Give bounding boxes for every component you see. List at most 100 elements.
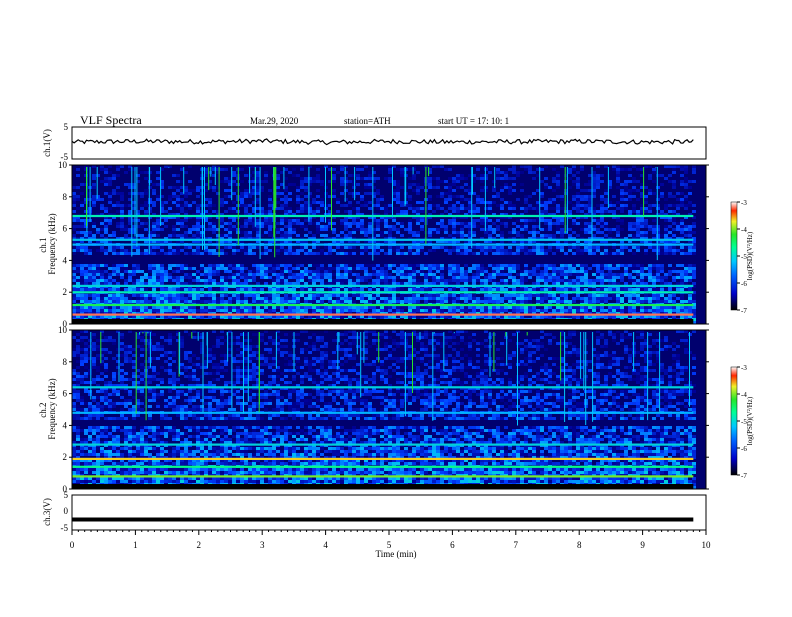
spectrogram-cell (80, 273, 84, 276)
spectrogram-cell (628, 192, 632, 195)
spectrogram-cell (212, 189, 216, 192)
spectrogram-cell (528, 231, 532, 234)
spectrogram-cell (324, 282, 328, 285)
spectrogram-cell (480, 306, 484, 309)
spectrogram-cell (376, 225, 380, 228)
spectrogram-cell (508, 288, 512, 291)
spectrogram-cell (516, 273, 520, 276)
spectrogram-cell (496, 246, 500, 249)
spectrogram-cell (416, 219, 420, 222)
spectrogram-cell (672, 171, 676, 174)
spectrogram-cell (480, 201, 484, 204)
spectrogram-cell (644, 276, 648, 279)
spectrogram-cell (364, 276, 368, 279)
spectrogram-cell (676, 207, 680, 210)
spectrogram-cell (76, 225, 80, 228)
ch1-spectrogram-image (72, 165, 706, 324)
spectrogram-cell (688, 186, 692, 189)
spectrogram-cell (152, 252, 156, 255)
spectrogram-cell (308, 270, 312, 273)
spectrogram-cell (92, 195, 96, 198)
spectrogram-cell (420, 186, 424, 189)
spectrogram-cell (304, 294, 308, 297)
spectrogram-cell (496, 282, 500, 285)
spectrogram-cell (180, 267, 184, 270)
spectrogram-cell (460, 270, 464, 273)
spectrogram-cell (196, 297, 200, 300)
spectrogram-cell (636, 294, 640, 297)
spectrogram-cell (488, 204, 492, 207)
spectrogram-cell (152, 273, 156, 276)
spectrogram-cell (480, 270, 484, 273)
spectrogram-cell (536, 300, 540, 303)
spectrogram-cell (688, 294, 692, 297)
spectrogram-cell (632, 267, 636, 270)
spectrogram-cell (468, 306, 472, 309)
spectrogram-cell (544, 249, 548, 252)
spectrogram-cell (576, 306, 580, 309)
spectrogram-cell (368, 174, 372, 177)
spectrogram-cell (652, 282, 656, 285)
spectrogram-cell (600, 195, 604, 198)
spectrogram-cell (412, 288, 416, 291)
spectrogram-cell (544, 276, 548, 279)
spectrogram-cell (376, 246, 380, 249)
spectrogram-cell (532, 207, 536, 210)
spectrogram-cell (512, 276, 516, 279)
spectrogram-cell (124, 282, 128, 285)
spectrogram-cell (224, 267, 228, 270)
spectrogram-cell (240, 168, 244, 171)
spectrogram-cell (644, 198, 648, 201)
spectrogram-cell (680, 234, 684, 237)
spectrogram-cell (96, 231, 100, 234)
spectrogram-cell (500, 270, 504, 273)
spectrogram-cell (584, 225, 588, 228)
spectrogram-cell (640, 300, 644, 303)
spectrogram-cell (356, 207, 360, 210)
spectrogram-cell (244, 300, 248, 303)
spectrogram-cell (220, 201, 224, 204)
spectrogram-cell (444, 225, 448, 228)
spectrogram-cell (476, 279, 480, 282)
spectrogram-cell (484, 246, 488, 249)
spectrogram-cell (588, 207, 592, 210)
spectrogram-cell (136, 294, 140, 297)
spectrogram-cell (488, 249, 492, 252)
spectrogram-cell (188, 246, 192, 249)
spectrogram-cell (296, 264, 300, 267)
spectrogram-cell (448, 276, 452, 279)
spectrogram-cell (316, 231, 320, 234)
spectrogram-cell (544, 264, 548, 267)
spectrogram-cell (488, 297, 492, 300)
spectrogram-cell (380, 249, 384, 252)
spectrogram-cell (564, 273, 568, 276)
spectrogram-cell (464, 294, 468, 297)
spectrogram-cell (428, 207, 432, 210)
spectrogram-cell (216, 297, 220, 300)
spectrogram-cell (344, 264, 348, 267)
spectrogram-cell (304, 282, 308, 285)
spectrogram-cell (368, 192, 372, 195)
spectrogram-cell (288, 183, 292, 186)
spectrogram-cell (592, 228, 596, 231)
spectrogram-cell (100, 270, 104, 273)
spectrogram-cell (280, 282, 284, 285)
spectrogram-cell (620, 309, 624, 312)
spectrogram-cell (140, 297, 144, 300)
spectrogram-cell (280, 300, 284, 303)
spectrogram-cell (456, 300, 460, 303)
spectrogram-cell (456, 264, 460, 267)
spectrogram-cell (652, 180, 656, 183)
spectrogram-cell (364, 183, 368, 186)
spectrogram-cell (300, 207, 304, 210)
spectrogram-cell (492, 228, 496, 231)
spectrogram-cell (516, 279, 520, 282)
spectrogram-cell (164, 306, 168, 309)
spectrogram-cell (136, 270, 140, 273)
spectrogram-cell (684, 279, 688, 282)
spectrogram-cell (204, 300, 208, 303)
spectrogram-cell (356, 297, 360, 300)
spectrogram-cell (300, 309, 304, 312)
spectrogram-cell (256, 177, 260, 180)
spectrogram-cell (268, 270, 272, 273)
